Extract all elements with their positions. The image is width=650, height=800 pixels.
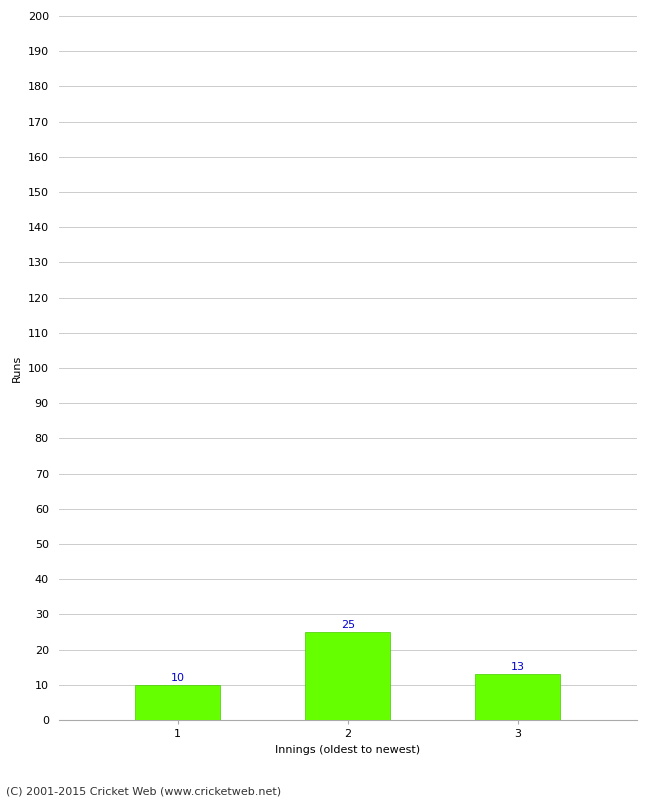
Y-axis label: Runs: Runs	[12, 354, 22, 382]
Text: 13: 13	[511, 662, 525, 673]
Text: 10: 10	[170, 673, 185, 683]
Text: (C) 2001-2015 Cricket Web (www.cricketweb.net): (C) 2001-2015 Cricket Web (www.cricketwe…	[6, 786, 281, 796]
Text: 25: 25	[341, 620, 355, 630]
X-axis label: Innings (oldest to newest): Innings (oldest to newest)	[275, 745, 421, 754]
Bar	[306, 632, 390, 720]
Bar	[135, 685, 220, 720]
Bar	[475, 674, 560, 720]
